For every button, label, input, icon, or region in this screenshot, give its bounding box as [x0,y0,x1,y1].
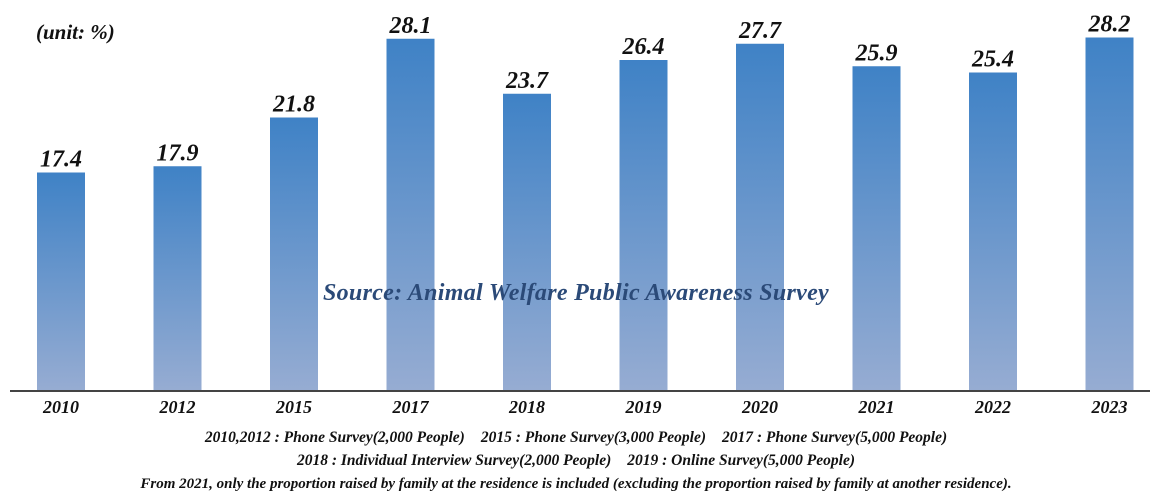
x-tick-2023: 2023 [1091,397,1128,417]
survey-note-line-3: From 2021, only the proportion raised by… [140,476,1012,492]
note-2010-2012: 2010,2012 : Phone Survey(2,000 People) [204,429,465,446]
value-label-2018: 23.7 [505,68,549,94]
value-label-2019: 26.4 [622,34,665,60]
x-tick-2010: 2010 [42,397,79,417]
x-tick-2020: 2020 [741,397,778,417]
bars-group: 17.4 17.9 21.8 28.1 23.7 26.4 27.7 25.9 25.4 28.2 [37,12,1134,390]
bar-2023 [1085,37,1134,390]
bar-2017 [386,38,435,390]
x-tick-2017: 2017 [392,397,430,417]
value-label-2020: 27.7 [738,18,782,44]
value-label-2022: 25.4 [971,47,1014,73]
value-label-2017: 28.1 [389,13,432,39]
x-tick-2015: 2015 [275,397,312,417]
x-tick-2018: 2018 [508,397,545,417]
x-tick-2012: 2012 [159,397,196,417]
value-label-2010: 17.4 [40,147,82,173]
bar-2019 [619,60,668,390]
note-2015: 2015 : Phone Survey(3,000 People) [480,429,707,446]
unit-label: (unit: %) [36,20,115,44]
bar-2018 [503,93,551,390]
note-2019: 2019 : Online Survey(5,000 People) [627,452,855,469]
value-label-2015: 21.8 [272,92,315,118]
value-label-2023: 28.2 [1088,12,1131,38]
x-tick-2019: 2019 [625,397,662,417]
bar-2022 [969,72,1017,390]
survey-note-line-2: 2018 : Individual Interview Survey(2,000… [0,452,1152,470]
x-tick-labels: 2010 2012 2015 2017 2018 2019 2020 2021 2022 2023 [42,397,1128,417]
value-label-2012: 17.9 [157,140,199,166]
bar-2020 [736,43,784,390]
note-2017: 2017 : Phone Survey(5,000 People) [722,429,948,446]
x-tick-2021: 2021 [858,397,895,417]
bar-2015 [270,117,318,390]
survey-note-line-1: 2010,2012 : Phone Survey(2,000 People) 20… [0,429,1152,447]
bar-2021 [852,66,901,390]
value-label-2021: 25.9 [855,40,898,66]
note-2018: 2018 : Individual Interview Survey(2,000… [296,452,612,469]
bar-2010 [37,172,85,390]
bar-2012 [153,166,202,390]
x-tick-2022: 2022 [974,397,1011,417]
